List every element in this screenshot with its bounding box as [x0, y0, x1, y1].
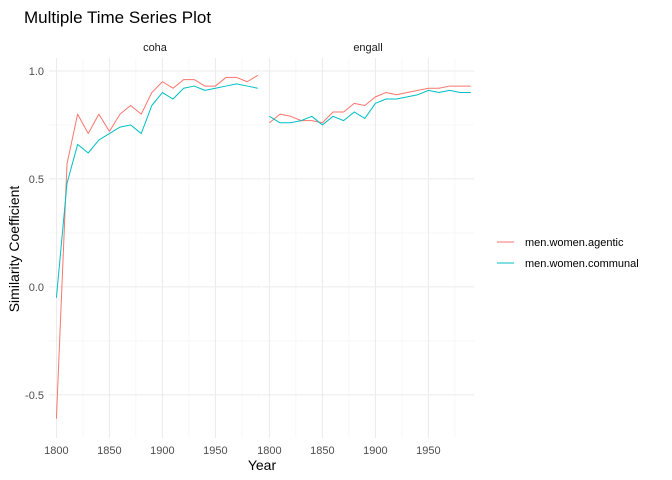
x-tick-label: 1950 — [416, 445, 440, 457]
series-line-engall-agentic — [269, 85, 471, 124]
y-tick-label: 0.5 — [29, 174, 44, 186]
legend-label-agentic: men.women.agentic — [525, 237, 624, 249]
legend-item-agentic: men.women.agentic — [497, 237, 624, 249]
x-tick-label: 1850 — [310, 445, 334, 457]
facet-strip-engall: engall — [353, 42, 382, 54]
x-tick-label: 1900 — [363, 445, 387, 457]
legend-item-communal: men.women.communal — [497, 258, 639, 270]
legend-label-communal: men.women.communal — [525, 258, 639, 270]
y-tick-label: 1.0 — [29, 66, 44, 78]
legend: men.women.agentic men.women.communal — [497, 237, 639, 270]
series-line-coha-communal — [55, 83, 258, 298]
x-tick-label: 1800 — [257, 445, 281, 457]
facet-engall: engall — [262, 42, 474, 438]
x-tick-label: 1950 — [203, 445, 227, 457]
facet-strip-coha: coha — [143, 42, 168, 54]
series-line-engall-communal — [269, 89, 471, 126]
facet-series-coha — [55, 74, 259, 419]
chart-title: Multiple Time Series Plot — [24, 8, 211, 27]
facet-coha: coha — [49, 42, 261, 438]
x-axis-title: Year — [248, 457, 277, 473]
axis-ticks: 1800 1850 1900 1950 1800 1850 1900 1950 -0.5 0.0 0… — [25, 66, 441, 457]
facet-grid-engall — [262, 58, 474, 438]
x-tick-label: 1800 — [44, 445, 68, 457]
y-tick-label: 0.0 — [29, 282, 44, 294]
x-tick-label: 1900 — [150, 445, 174, 457]
y-axis-title: Similarity Coefficient — [6, 186, 22, 313]
y-tick-label: -0.5 — [25, 390, 44, 402]
series-line-coha-agentic — [55, 74, 259, 419]
facet-series-engall — [269, 85, 471, 126]
facet-grid-coha — [49, 58, 261, 438]
x-tick-label: 1850 — [97, 445, 121, 457]
